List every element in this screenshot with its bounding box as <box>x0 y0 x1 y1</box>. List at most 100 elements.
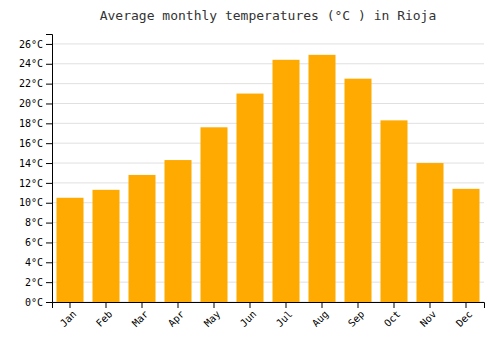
y-tick: 6°C <box>25 237 52 248</box>
x-tick-mark <box>178 302 179 308</box>
bar <box>273 60 300 302</box>
bar <box>201 127 228 302</box>
y-tick-label: 18°C <box>19 118 43 129</box>
y-tick-label: 26°C <box>19 39 43 50</box>
y-axis-line <box>46 35 53 303</box>
grid-line <box>52 63 484 64</box>
y-tick-mark <box>46 143 52 144</box>
y-tick-mark <box>46 123 52 124</box>
chart: 0°C 2°C 4°C 6°C 8°C 10°C 12°C 14°C 16°C 18°C 20°C 2… <box>0 0 500 350</box>
x-tick: Jun <box>238 302 259 329</box>
bar <box>417 163 444 302</box>
y-tick-mark <box>46 64 52 65</box>
bar <box>93 190 120 302</box>
y-tick: 24°C <box>19 58 52 69</box>
x-tick-mark <box>466 302 467 308</box>
y-tick-label: 4°C <box>25 257 43 268</box>
grid <box>52 44 484 302</box>
x-tick: Apr <box>166 302 187 329</box>
y-tick: 26°C <box>19 39 52 50</box>
bar <box>165 160 192 302</box>
y-tick-mark <box>46 103 52 104</box>
x-tick: Aug <box>310 302 331 329</box>
bar <box>381 120 408 302</box>
grid-line <box>52 123 484 124</box>
y-tick-mark <box>46 84 52 85</box>
y-tick: 8°C <box>25 217 52 228</box>
y-tick: 22°C <box>19 78 52 89</box>
grid-line <box>52 143 484 144</box>
grid-line <box>52 83 484 84</box>
y-tick-label: 8°C <box>25 217 43 228</box>
x-tick-label: Jul <box>274 308 295 329</box>
x-axis-line <box>53 303 485 309</box>
y-tick-label: 10°C <box>19 197 43 208</box>
y-tick-label: 12°C <box>19 178 43 189</box>
y-tick-label: 22°C <box>19 78 43 89</box>
x-tick-mark <box>286 302 287 308</box>
x-tick-mark <box>430 302 431 308</box>
y-tick-label: 16°C <box>19 138 43 149</box>
y-tick-label: 0°C <box>25 297 43 308</box>
x-tick-label: Mar <box>130 308 151 329</box>
y-tick-mark <box>46 163 52 164</box>
x-tick: Dec <box>454 302 475 329</box>
bar <box>237 94 264 302</box>
y-tick: 14°C <box>19 158 52 169</box>
y-tick-label: 6°C <box>25 237 43 248</box>
x-tick-mark <box>142 302 143 308</box>
y-tick-label: 14°C <box>19 158 43 169</box>
x-tick-label: Sep <box>346 308 367 329</box>
bar <box>453 189 480 302</box>
bar <box>129 175 156 302</box>
y-tick-mark <box>46 183 52 184</box>
y-tick: 4°C <box>25 257 52 268</box>
bar <box>345 79 372 302</box>
y-tick-mark <box>46 282 52 283</box>
y-tick: 2°C <box>25 277 52 288</box>
y-tick-mark <box>46 262 52 263</box>
x-tick-mark <box>106 302 107 308</box>
y-tick: 20°C <box>19 98 52 109</box>
y-tick-label: 2°C <box>25 277 43 288</box>
x-tick: Jan <box>58 302 79 329</box>
y-tick: 18°C <box>19 118 52 129</box>
x-tick-label: Feb <box>94 308 115 329</box>
y-tick-mark <box>46 242 52 243</box>
x-tick: Oct <box>382 302 403 329</box>
x-tick-mark <box>358 302 359 308</box>
plot: 0°C 2°C 4°C 6°C 8°C 10°C 12°C 14°C 16°C 18°C 20°C 2… <box>19 35 485 329</box>
grid-line <box>52 43 484 44</box>
x-axis: Jan Feb Mar Apr May Jun Jul Aug Sep Oct Nov Dec <box>53 302 485 329</box>
x-tick-label: Jan <box>58 308 79 329</box>
grid-line <box>52 103 484 104</box>
x-tick-mark <box>70 302 71 308</box>
x-tick: Mar <box>130 302 151 329</box>
title: Average monthly temperatures (°C ) in Ri… <box>100 8 437 23</box>
x-tick-label: Aug <box>310 308 331 329</box>
x-tick: Feb <box>94 302 115 329</box>
x-tick: May <box>202 302 223 329</box>
x-tick-mark <box>214 302 215 308</box>
y-tick-label: 20°C <box>19 98 43 109</box>
x-tick-label: Nov <box>418 308 439 329</box>
y-tick-mark <box>46 302 52 303</box>
x-tick-mark <box>394 302 395 308</box>
bar <box>309 55 336 302</box>
y-tick-mark <box>46 203 52 204</box>
y-tick-mark <box>46 223 52 224</box>
x-tick-label: May <box>202 308 223 329</box>
x-tick-mark <box>322 302 323 308</box>
x-tick-label: Jun <box>238 308 259 329</box>
x-tick-label: Apr <box>166 308 187 329</box>
bars <box>57 55 480 302</box>
bar <box>57 198 84 302</box>
x-tick-label: Oct <box>382 308 403 329</box>
y-tick-label: 24°C <box>19 58 43 69</box>
x-tick-label: Dec <box>454 308 475 329</box>
y-tick: 0°C <box>25 297 52 308</box>
y-tick: 10°C <box>19 197 52 208</box>
y-axis: 0°C 2°C 4°C 6°C 8°C 10°C 12°C 14°C 16°C 18°C 20°C 2… <box>19 35 53 308</box>
x-tick: Jul <box>274 302 295 329</box>
y-tick: 12°C <box>19 178 52 189</box>
